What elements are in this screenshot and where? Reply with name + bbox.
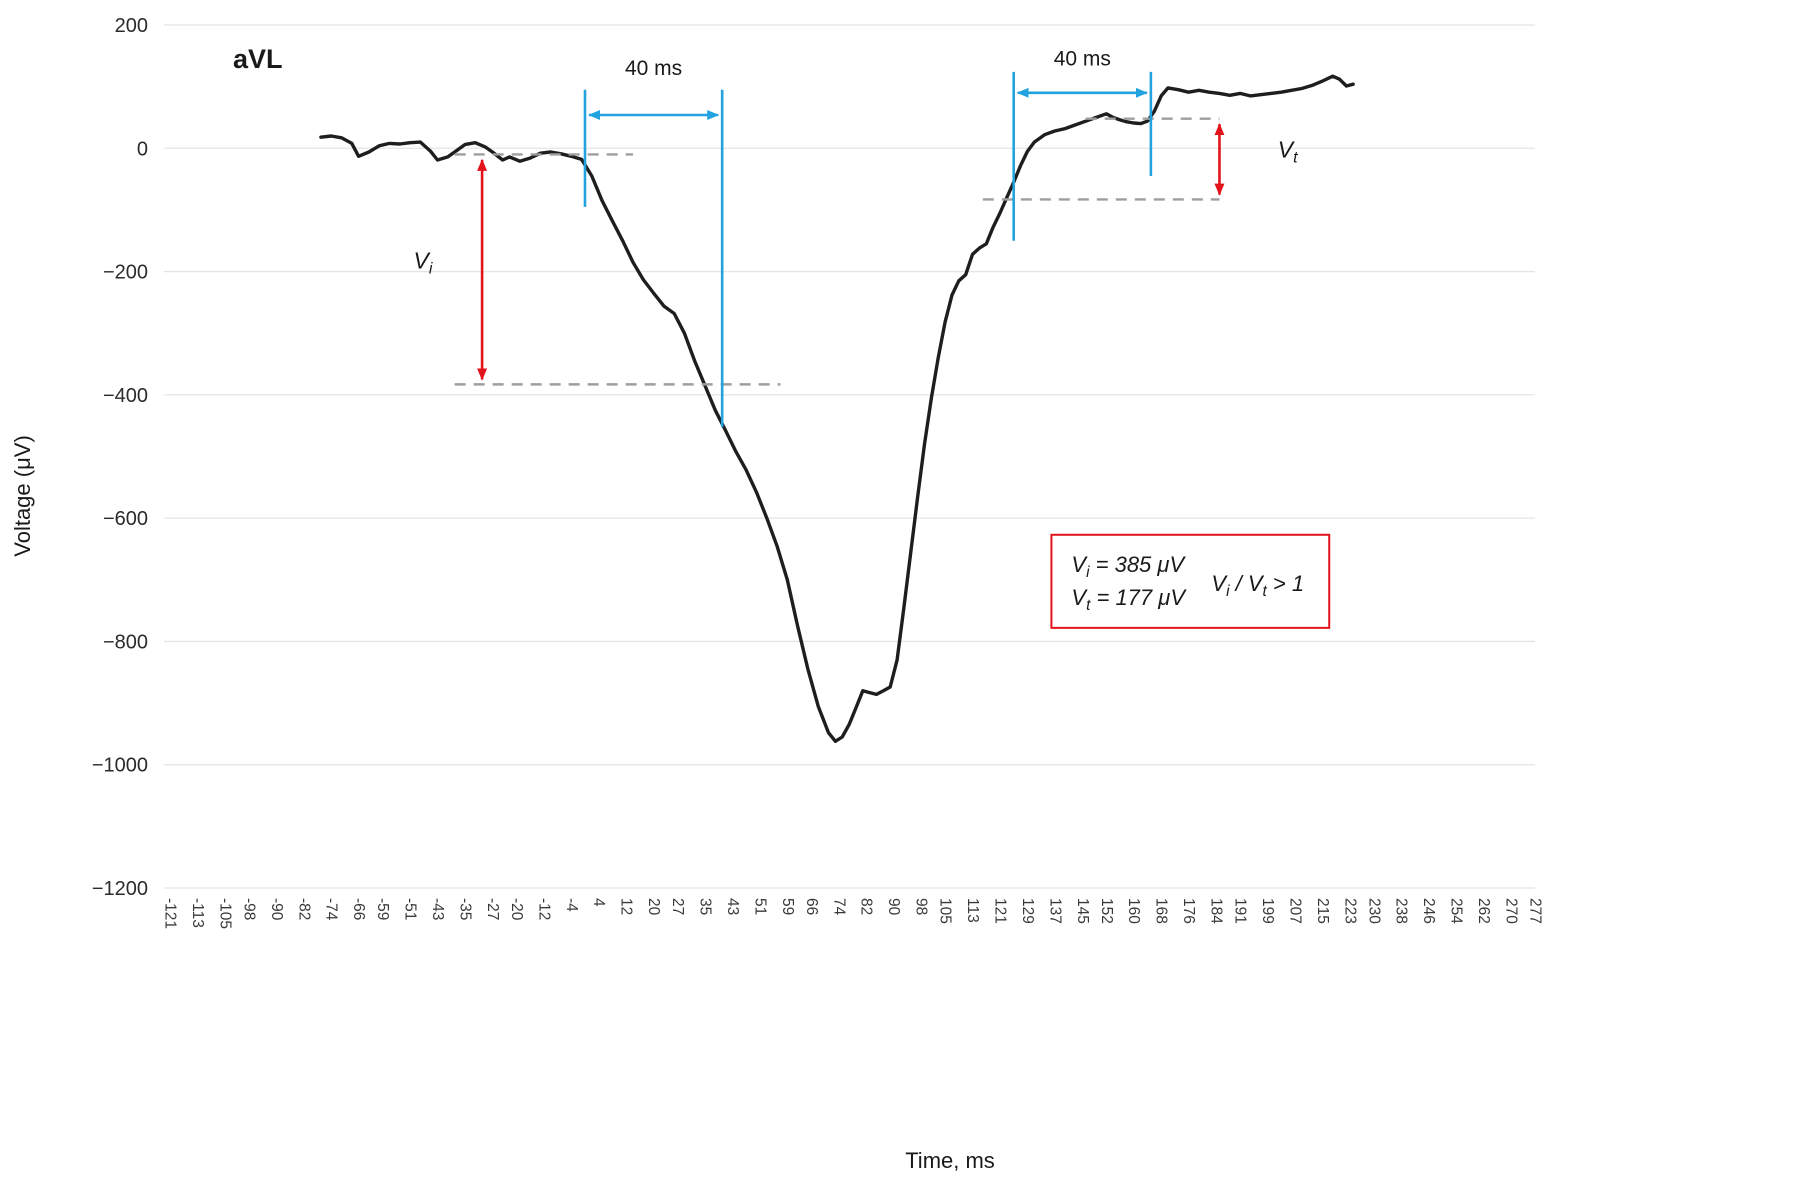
x-tick-label: 12 <box>618 898 635 915</box>
x-tick-label: 35 <box>697 898 714 915</box>
x-tick-label: -105 <box>216 898 233 929</box>
x-tick-label: 20 <box>645 898 662 916</box>
x-tick-label: 230 <box>1365 898 1382 924</box>
x-tick-label: 223 <box>1341 898 1358 924</box>
x-tick-label: 82 <box>858 898 875 915</box>
y-tick-label: 200 <box>115 15 148 37</box>
x-tick-label: 246 <box>1420 898 1437 924</box>
vi-value-text: Vi = 385 μV <box>1071 552 1186 581</box>
y-tick-label: −1000 <box>92 755 148 777</box>
x-tick-label: 121 <box>991 898 1008 924</box>
x-tick-label: 152 <box>1098 898 1115 924</box>
axis-ticks-layer: 200 0 −200 −400 −600 −800 −1000 −1200 -121 -113 -1… <box>92 15 1544 929</box>
vi-vt-ratio-text: Vi / Vt > 1 <box>1211 571 1304 600</box>
x-tick-label: -113 <box>189 898 206 928</box>
x-tick-label: 215 <box>1314 898 1331 924</box>
voltage-measure-label: Vi <box>414 247 433 277</box>
x-tick-label: 4 <box>590 898 607 907</box>
x-tick-label: 137 <box>1046 898 1063 924</box>
x-tick-label: 176 <box>1180 898 1197 924</box>
x-tick-label: 207 <box>1286 898 1303 924</box>
waveform-layer <box>319 74 1355 743</box>
x-tick-label: -12 <box>535 898 552 920</box>
x-tick-label: -66 <box>350 898 367 920</box>
x-tick-label: 98 <box>913 898 930 915</box>
y-tick-label: −1200 <box>92 878 148 900</box>
y-tick-label: −800 <box>103 631 148 653</box>
x-tick-label: 184 <box>1208 898 1225 924</box>
x-tick-label: 113 <box>964 898 981 923</box>
x-tick-label: 145 <box>1074 898 1091 924</box>
x-tick-label: -4 <box>563 898 580 912</box>
annotations-layer: 40 ms 40 ms Vi Vt Vi = 385 μV Vt = 177 μV Vi /… <box>414 48 1331 629</box>
y-tick-label: 0 <box>137 138 148 160</box>
ecg-waveform <box>319 74 1355 743</box>
x-tick-label: 168 <box>1153 898 1170 924</box>
x-tick-label: -20 <box>508 898 525 921</box>
x-tick-label: 59 <box>779 898 796 915</box>
x-tick-label: -51 <box>402 898 419 920</box>
x-tick-label: 90 <box>885 898 902 916</box>
x-tick-label: 129 <box>1019 898 1036 924</box>
y-tick-label: −200 <box>103 262 148 284</box>
x-tick-label: 277 <box>1527 898 1544 924</box>
y-tick-label: −400 <box>103 385 148 407</box>
x-tick-label: 270 <box>1502 898 1519 924</box>
x-tick-label: -35 <box>456 898 473 920</box>
x-tick-label: 74 <box>830 898 847 916</box>
x-tick-label: -59 <box>374 898 391 920</box>
x-tick-label: -43 <box>429 898 446 920</box>
x-tick-label: 199 <box>1259 898 1276 924</box>
chart-title: aVL <box>233 44 283 74</box>
x-tick-label: -121 <box>162 898 179 929</box>
x-tick-label: -90 <box>268 898 285 921</box>
y-tick-label: −600 <box>103 508 148 530</box>
x-tick-label: 238 <box>1393 898 1410 924</box>
x-axis-title: Time, ms <box>905 1148 995 1173</box>
x-tick-label: -27 <box>484 898 501 920</box>
x-tick-label: -82 <box>295 898 312 920</box>
x-tick-label: 51 <box>751 898 768 915</box>
x-tick-label: 105 <box>937 898 954 924</box>
interval-label: 40 ms <box>625 57 682 80</box>
x-tick-label: 27 <box>669 898 686 915</box>
x-tick-label: 254 <box>1448 898 1465 924</box>
x-tick-label: 160 <box>1125 898 1142 924</box>
x-tick-label: 262 <box>1475 898 1492 924</box>
x-tick-label: 191 <box>1232 898 1249 924</box>
y-axis-title: Voltage (μV) <box>10 435 35 557</box>
interval-label: 40 ms <box>1054 48 1111 71</box>
vt-value-text: Vt = 177 μV <box>1071 585 1187 614</box>
measurement-info-box <box>1050 533 1331 629</box>
voltage-measure-label: Vt <box>1278 137 1299 167</box>
x-tick-label: -74 <box>323 898 340 921</box>
x-tick-label: 66 <box>803 898 820 915</box>
x-tick-label: -98 <box>240 898 257 920</box>
x-tick-label: 43 <box>724 898 741 915</box>
gridlines-layer <box>164 24 1535 889</box>
